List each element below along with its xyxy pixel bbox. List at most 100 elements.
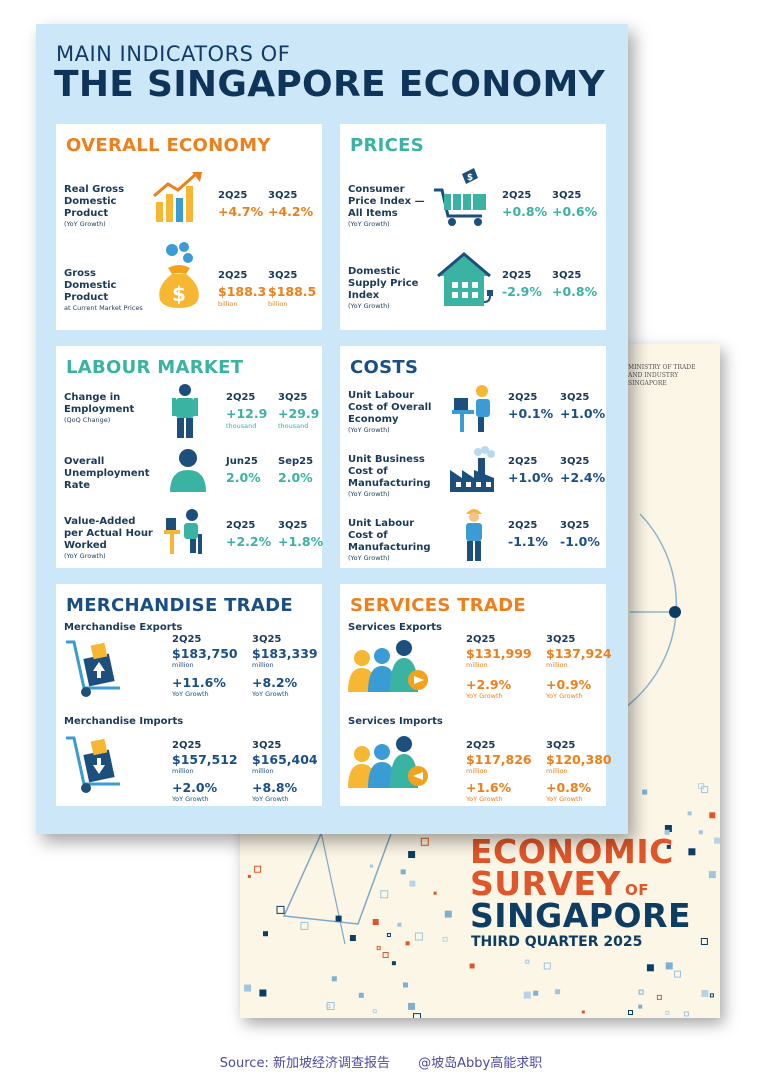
gdp-label: Real Gross Domestic Product (YoY Growth) — [64, 184, 146, 228]
cover-confetti-square — [523, 991, 531, 999]
cover-confetti-square — [469, 963, 475, 969]
period-label: 2Q25 — [508, 520, 538, 531]
house-plug-icon — [437, 252, 493, 306]
unit-label: million — [172, 661, 194, 669]
nominal-gdp-label: Gross Domestic Product at Current Market… — [64, 268, 146, 312]
cover-confetti-square — [687, 811, 692, 816]
merch-imports-value-q2: $157,512 — [172, 752, 238, 767]
merch-exports-value-q3: $183,339 — [252, 646, 318, 661]
labour-market-panel: LABOUR MARKET Change in Employment (QoQ … — [56, 346, 323, 568]
person-icon — [170, 449, 206, 492]
productivity-label-text: Value-Added per Actual Hour Worked — [64, 516, 153, 551]
cover-confetti-square — [369, 864, 373, 868]
cover-confetti-square — [698, 783, 705, 790]
hand-truck-down-icon — [66, 736, 120, 793]
cover-of-word: OF — [624, 881, 649, 899]
costs-panel: COSTS Unit Labour Cost of Overall Econom… — [340, 346, 606, 568]
ubc-label-text: Unit Business Cost of Manufacturing — [348, 454, 431, 489]
factory-icon — [450, 446, 495, 492]
period-label: 3Q25 — [560, 520, 590, 531]
cover-confetti-square — [701, 990, 709, 997]
period-label: 2Q25 — [226, 520, 256, 531]
people-group-in-icon — [348, 736, 428, 788]
growth-note: YoY Growth — [546, 692, 583, 700]
cover-confetti-square — [709, 812, 716, 819]
unit-label: million — [546, 767, 568, 775]
cover-confetti-square — [714, 837, 720, 844]
growth-note: YoY Growth — [466, 795, 503, 803]
cover-confetti-square — [408, 1002, 415, 1010]
cover-confetti-square — [642, 789, 648, 795]
productivity-value-q2: +2.2% — [226, 534, 272, 549]
cover-confetti-square — [382, 952, 389, 958]
unemployment-label: Overall Unemployment Rate — [64, 456, 154, 492]
ubc-note: (YoY Growth) — [348, 490, 390, 498]
merch-imports-value-q3: $165,404 — [252, 752, 318, 767]
cover-confetti-square — [701, 786, 709, 794]
ulc-mfg-value-q3: -1.0% — [560, 534, 600, 549]
cpi-label-text: Consumer Price Index — All Items — [348, 184, 425, 219]
period-label: 3Q25 — [252, 740, 282, 751]
period-label: 2Q25 — [502, 190, 532, 201]
unemployment-value-jun: 2.0% — [226, 470, 261, 485]
cover-confetti-square — [276, 905, 285, 914]
ministry-text: MINISTRY OF TRADE AND INDUSTRY SINGAPORE — [628, 364, 718, 388]
panel-title: MERCHANDISE TRADE — [66, 595, 293, 616]
cover-confetti-square — [543, 962, 551, 970]
dspi-value-q2: -2.9% — [502, 284, 542, 299]
employment-note: (QoQ Change) — [64, 416, 111, 424]
cover-confetti-square — [372, 1009, 377, 1014]
nominal-gdp-note: at Current Market Prices — [64, 304, 143, 312]
cover-confetti-square — [413, 1013, 421, 1018]
unit-label: thousand — [278, 422, 309, 430]
cover-subtitle: THIRD QUARTER 2025 — [471, 934, 643, 950]
period-label: 3Q25 — [252, 634, 282, 645]
people-group-out-icon — [348, 640, 428, 692]
cover-confetti-square — [709, 993, 714, 998]
shopping-cart-icon: $ — [434, 168, 486, 226]
dspi-label: Domestic Supply Price Index (YoY Growth) — [348, 266, 432, 310]
hand-truck-up-icon — [66, 640, 120, 697]
period-label: 2Q25 — [218, 190, 248, 201]
period-label: 3Q25 — [560, 392, 590, 403]
ulc-mfg-value-q2: -1.1% — [508, 534, 548, 549]
svg-text:$: $ — [172, 282, 186, 306]
cover-confetti-square — [326, 1002, 335, 1010]
services-exports-label: Services Exports — [348, 622, 442, 633]
cover-confetti-square — [386, 933, 391, 937]
cover-confetti-square — [664, 829, 670, 835]
infographic-title: THE SINGAPORE ECONOMY — [54, 64, 606, 105]
period-label: Sep25 — [278, 456, 314, 467]
unit-label: billion — [218, 300, 238, 308]
cover-confetti-square — [664, 825, 672, 832]
unit-label: thousand — [226, 422, 257, 430]
cover-confetti-square — [708, 871, 716, 879]
cover-confetti-square — [688, 848, 696, 856]
panel-title: LABOUR MARKET — [66, 357, 244, 378]
cover-title-economic: ECONOMIC — [470, 832, 674, 871]
source-text: Source: 新加坡经济调查报告 — [219, 1056, 390, 1071]
money-bag-icon: $ — [159, 242, 199, 308]
cover-confetti-square — [331, 976, 337, 982]
employment-value-q3: +29.9 — [278, 406, 320, 421]
infographic-subtitle: MAIN INDICATORS OF — [56, 42, 291, 66]
growth-note: YoY Growth — [252, 690, 289, 698]
cover-title-singapore: SINGAPORE — [470, 896, 691, 935]
worker-icon — [172, 384, 198, 438]
productivity-label: Value-Added per Actual Hour Worked (YoY … — [64, 516, 156, 560]
cover-confetti-square — [244, 984, 252, 992]
cover-confetti-square — [442, 936, 448, 942]
cover-confetti-square — [397, 922, 402, 927]
period-label: 2Q25 — [502, 270, 532, 281]
cover-confetti-square — [665, 1010, 670, 1015]
cover-confetti-square — [674, 970, 681, 978]
cover-confetti-square — [358, 992, 364, 998]
prices-panel: PRICES Consumer Price Index — All Items … — [340, 124, 606, 330]
growth-note: YoY Growth — [172, 795, 209, 803]
cover-confetti-square — [335, 915, 342, 922]
growth-note: YoY Growth — [546, 795, 583, 803]
cover-confetti-square — [638, 989, 644, 995]
ulc-mfg-label: Unit Labour Cost of Manufacturing (YoY G… — [348, 518, 438, 562]
period-label: Jun25 — [226, 456, 258, 467]
services-exports-growth-q2: +2.9% — [466, 677, 512, 692]
